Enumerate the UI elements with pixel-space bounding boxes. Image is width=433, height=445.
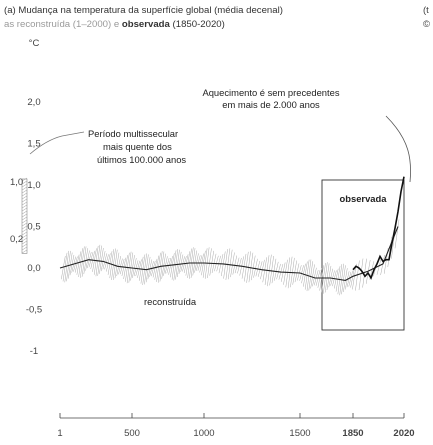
uncertainty-hatch bbox=[344, 271, 350, 290]
uncertainty-hatch bbox=[112, 249, 118, 280]
uncertainty-hatch bbox=[304, 259, 310, 290]
uncertainty-hatch bbox=[306, 259, 312, 292]
uncertainty-hatch bbox=[303, 261, 308, 287]
title-observed: observada bbox=[122, 19, 171, 30]
uncertainty-hatch bbox=[380, 254, 385, 276]
x-tick-label: 1500 bbox=[289, 428, 310, 439]
panel-b-symbol: © bbox=[423, 19, 430, 30]
uncertainty-hatch bbox=[350, 267, 355, 288]
uncertainty-hatch bbox=[312, 267, 317, 287]
chart-title: (a) Mudança na temperatura da superfície… bbox=[4, 5, 283, 16]
x-axis-ticks: 1 500 1000 1500 1850 2020 bbox=[57, 413, 415, 439]
uncertainty-hatch bbox=[107, 251, 113, 275]
unprecedented-bracket bbox=[385, 115, 411, 183]
uncertainty-hatch bbox=[352, 263, 357, 290]
uncertainty-hatch bbox=[355, 260, 360, 291]
series-observed-line bbox=[352, 176, 405, 280]
range-lower-label: 0,2 bbox=[10, 234, 23, 245]
y-tick-label: 0,5 bbox=[27, 222, 40, 233]
y-axis-ticks: 2,0 1,5 1,0 0,5 0,0 -0,5 -1 bbox=[26, 97, 42, 357]
y-tick-label: 1,5 bbox=[27, 139, 40, 150]
range-bar-hatch bbox=[21, 228, 28, 233]
annotation-unprecedented-2: em mais de 2.000 anos bbox=[222, 99, 320, 110]
y-axis-unit: °C bbox=[29, 38, 40, 49]
multicentury-range-bar bbox=[21, 177, 28, 254]
range-bar-hatch bbox=[21, 216, 28, 221]
range-bar-hatch bbox=[21, 231, 28, 236]
uncertainty-hatch bbox=[362, 258, 367, 288]
range-bar-hatch bbox=[21, 195, 28, 200]
range-bar-hatch bbox=[21, 186, 28, 191]
y-tick-label: 2,0 bbox=[27, 97, 40, 108]
range-bar-hatch bbox=[21, 213, 28, 218]
title-reconstructed: as reconstruída (1–2000) e bbox=[4, 19, 122, 30]
uncertainty-hatch bbox=[111, 248, 116, 281]
range-bar-hatch bbox=[21, 249, 28, 254]
annotation-unprecedented-1: Aquecimento é sem precedentes bbox=[202, 87, 339, 98]
y-tick-label: -1 bbox=[30, 346, 38, 357]
uncertainty-hatch bbox=[102, 253, 108, 270]
uncertainty-hatch bbox=[358, 258, 364, 291]
range-bar-hatch bbox=[21, 210, 28, 215]
x-tick-label: 1 bbox=[57, 428, 62, 439]
annotation-multicentury-3: últimos 100.000 anos bbox=[97, 154, 186, 165]
reconstructed-label: reconstruída bbox=[144, 296, 197, 307]
range-bar-hatch bbox=[21, 198, 28, 203]
range-bar-hatch bbox=[21, 177, 28, 182]
range-bar-hatch bbox=[21, 237, 28, 242]
x-tick-label: 1000 bbox=[193, 428, 214, 439]
range-bar-hatch bbox=[21, 246, 28, 251]
y-tick-label: 1,0 bbox=[27, 180, 40, 191]
uncertainty-hatch bbox=[376, 258, 382, 275]
range-bar-hatch bbox=[21, 207, 28, 212]
uncertainty-hatch bbox=[109, 249, 115, 279]
uncertainty-hatch bbox=[394, 219, 400, 249]
uncertainty-hatch bbox=[104, 254, 109, 270]
range-bar-hatch bbox=[21, 204, 28, 209]
observed-label: observada bbox=[340, 193, 388, 204]
range-bar-hatch bbox=[21, 201, 28, 206]
range-bar-hatch bbox=[21, 240, 28, 245]
multicentury-leader bbox=[61, 131, 85, 137]
reconstruction-uncertainty-band bbox=[61, 219, 400, 296]
title-line-1: (a) Mudança na temperatura da superfície… bbox=[4, 5, 283, 16]
uncertainty-hatch bbox=[106, 253, 111, 272]
uncertainty-hatch bbox=[301, 263, 306, 284]
range-bar-hatch bbox=[21, 243, 28, 248]
range-bar-hatch bbox=[21, 183, 28, 188]
x-tick-label: 2020 bbox=[393, 428, 414, 439]
range-bar-outline bbox=[21, 178, 28, 254]
range-bar-hatch bbox=[21, 180, 28, 185]
uncertainty-hatch bbox=[308, 261, 314, 291]
panel-b-letter: (t bbox=[423, 5, 429, 16]
range-bar-hatch bbox=[21, 192, 28, 197]
x-tick-label: 1850 bbox=[342, 428, 363, 439]
range-bar-hatch bbox=[21, 222, 28, 227]
series-reconstructed-line bbox=[59, 226, 399, 281]
uncertainty-hatch bbox=[310, 264, 315, 289]
multicentury-arc bbox=[29, 135, 63, 155]
range-bar-hatch bbox=[21, 189, 28, 194]
range-bar-hatch bbox=[21, 225, 28, 230]
annotation-multicentury-2: mais quente dos bbox=[103, 141, 172, 152]
title-years: (1850-2020) bbox=[170, 19, 225, 30]
range-bar-hatch bbox=[21, 219, 28, 224]
observed-period-box bbox=[321, 179, 405, 331]
annotation-multicentury-1: Período multissecular bbox=[88, 128, 178, 139]
uncertainty-hatch bbox=[346, 271, 352, 288]
uncertainty-hatch bbox=[85, 250, 90, 271]
uncertainty-hatch bbox=[348, 270, 354, 287]
uncertainty-hatch bbox=[114, 252, 120, 279]
chart-subtitle: as reconstruída (1–2000) e observada (18… bbox=[4, 19, 225, 30]
y-tick-label: -0,5 bbox=[26, 305, 42, 316]
range-bar-hatch bbox=[21, 234, 28, 239]
y-tick-label: 0,0 bbox=[27, 263, 40, 274]
range-upper-label: 1,0 bbox=[10, 177, 23, 188]
x-tick-label: 500 bbox=[124, 428, 140, 439]
